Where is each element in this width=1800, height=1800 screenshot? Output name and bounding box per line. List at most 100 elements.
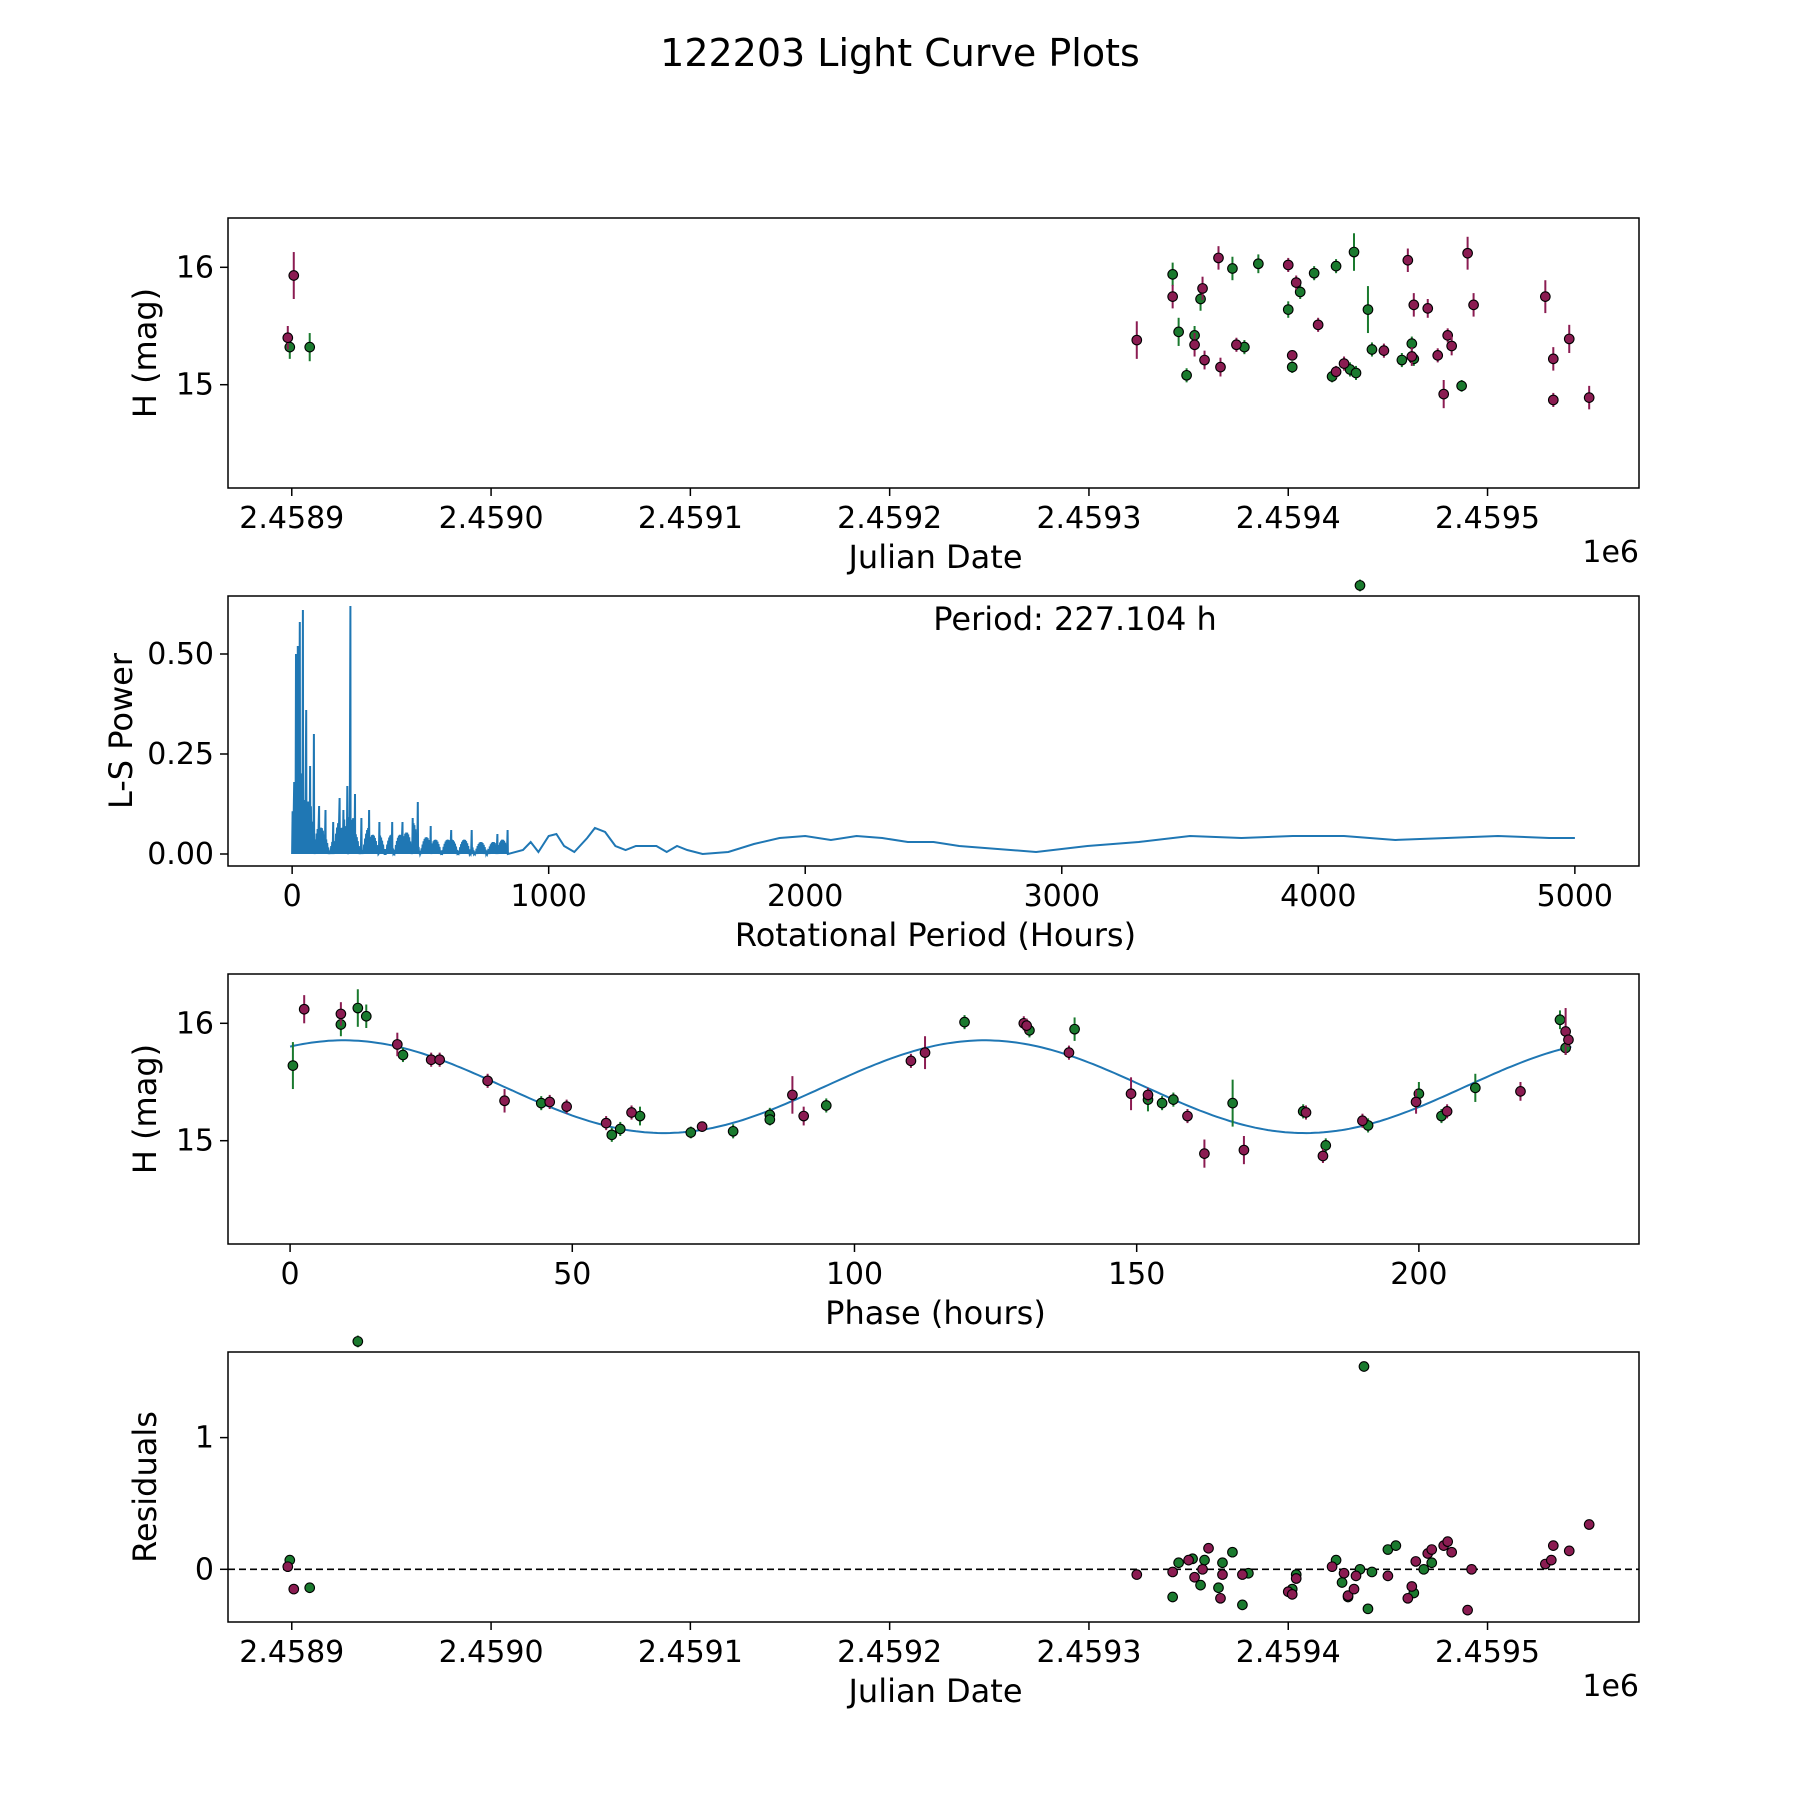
y-tick-label: 1 xyxy=(195,1421,214,1456)
data-point-magenta xyxy=(1410,1096,1422,1108)
data-point-magenta xyxy=(1317,1150,1329,1162)
data-point-magenta xyxy=(1563,1034,1574,1046)
data-point-green xyxy=(1320,1140,1332,1151)
x-tick-label: 200 xyxy=(1390,1257,1447,1292)
data-point-magenta xyxy=(1342,1590,1354,1602)
x-axis-label: Julian Date xyxy=(846,538,1022,576)
data-point-magenta xyxy=(391,1039,403,1050)
data-point-magenta xyxy=(1326,1561,1338,1573)
data-point-green xyxy=(1366,344,1378,355)
data-point-green xyxy=(1396,354,1408,366)
x-tick-label: 2.4593 xyxy=(1036,501,1141,536)
data-point-magenta xyxy=(1468,299,1479,311)
sinusoid-fit-line xyxy=(289,1039,1572,1135)
x-offset-label: 1e6 xyxy=(1582,535,1639,570)
data-point-magenta xyxy=(787,1089,798,1101)
data-point-green xyxy=(1227,1097,1238,1109)
data-point-magenta xyxy=(1432,349,1444,361)
data-point-magenta xyxy=(1406,351,1418,362)
data-point-magenta xyxy=(1197,283,1208,294)
x-tick-label: 2.4592 xyxy=(837,1635,942,1670)
y-axis-label: H (mag) xyxy=(126,288,164,418)
data-point-magenta xyxy=(1215,1592,1226,1604)
data-point-magenta xyxy=(282,1561,294,1573)
data-point-magenta xyxy=(1213,252,1224,264)
data-point-magenta xyxy=(1539,291,1551,303)
data-point-magenta xyxy=(1357,1115,1368,1127)
y-tick-label: 16 xyxy=(176,1006,214,1041)
data-point-magenta xyxy=(1021,1020,1032,1032)
data-point-magenta xyxy=(1545,1554,1557,1566)
data-point-magenta xyxy=(1286,1588,1298,1600)
data-point-magenta xyxy=(1408,299,1420,311)
data-point-magenta xyxy=(1438,388,1450,400)
x-tick-label: 2.4595 xyxy=(1435,501,1540,536)
data-point-green xyxy=(1456,380,1467,392)
data-point-magenta xyxy=(1290,1573,1302,1584)
x-tick-label: 2.4589 xyxy=(239,501,344,536)
data-point-magenta xyxy=(1063,1047,1075,1059)
x-tick-label: 2.4593 xyxy=(1036,1635,1141,1670)
data-point-green xyxy=(685,1127,697,1138)
axes-frame xyxy=(227,595,1640,867)
data-point-magenta xyxy=(1442,330,1454,341)
data-point-green xyxy=(397,1049,409,1061)
data-point-green xyxy=(1308,267,1320,279)
y-tick-label: 0.00 xyxy=(147,837,214,872)
data-point-magenta xyxy=(626,1107,637,1118)
period-annotation: Period: 227.104 h xyxy=(933,600,1217,638)
data-point-green xyxy=(1348,246,1360,258)
x-tick-label: 0 xyxy=(283,879,302,914)
data-point-green xyxy=(1069,1023,1080,1035)
data-point-magenta xyxy=(1131,334,1143,346)
data-point-magenta xyxy=(1402,1592,1414,1604)
data-point-magenta xyxy=(1446,1546,1458,1558)
data-point-magenta xyxy=(1199,354,1210,366)
data-point-magenta xyxy=(288,270,300,281)
data-point-magenta xyxy=(1547,1540,1559,1551)
data-point-magenta xyxy=(1312,319,1324,331)
phase-folded-panel: 0 50 100 150 200 15 16 Phase (hours) H (mag) xyxy=(126,973,1640,1348)
data-point-magenta xyxy=(1583,1519,1595,1530)
data-point-green xyxy=(352,1336,364,1347)
data-point-magenta xyxy=(1466,1563,1477,1575)
data-point-green xyxy=(1199,1554,1210,1566)
data-point-magenta xyxy=(1286,349,1298,361)
x-tick-label: 1000 xyxy=(511,879,587,914)
data-point-green xyxy=(1358,1361,1370,1372)
data-point-green xyxy=(1354,580,1366,591)
y-tick-label: 0.25 xyxy=(147,737,214,772)
data-point-green xyxy=(1237,1599,1248,1611)
data-point-green xyxy=(1252,258,1264,270)
data-point-magenta xyxy=(696,1121,708,1132)
data-point-magenta xyxy=(1199,1148,1210,1159)
y-tick-label: 0 xyxy=(195,1552,214,1587)
data-point-green xyxy=(606,1129,618,1141)
y-tick-label: 15 xyxy=(176,1124,214,1159)
data-point-magenta xyxy=(335,1008,347,1020)
data-point-green xyxy=(614,1123,626,1135)
data-point-magenta xyxy=(1378,345,1390,357)
data-point-magenta xyxy=(1462,247,1473,259)
data-point-magenta xyxy=(1547,353,1559,365)
data-point-green xyxy=(1286,361,1298,373)
data-point-magenta xyxy=(1125,1088,1137,1100)
data-point-green xyxy=(1362,1603,1374,1615)
data-point-magenta xyxy=(1167,291,1179,303)
data-point-green xyxy=(1217,1557,1228,1569)
data-point-magenta xyxy=(1217,1569,1228,1580)
figure-title: 122203 Light Curve Plots xyxy=(660,31,1140,75)
x-tick-label: 2.4590 xyxy=(439,501,544,536)
data-point-magenta xyxy=(499,1095,510,1107)
data-point-magenta xyxy=(798,1110,810,1122)
data-point-green xyxy=(1227,1546,1238,1558)
data-point-magenta xyxy=(1442,1536,1454,1548)
data-point-magenta xyxy=(282,332,294,344)
data-point-magenta xyxy=(1203,1542,1214,1554)
x-tick-label: 2.4591 xyxy=(638,1635,743,1670)
x-offset-label: 1e6 xyxy=(1582,1669,1639,1704)
data-point-green xyxy=(1282,304,1294,315)
data-point-magenta xyxy=(1338,1567,1350,1579)
data-point-magenta xyxy=(1350,1570,1362,1582)
